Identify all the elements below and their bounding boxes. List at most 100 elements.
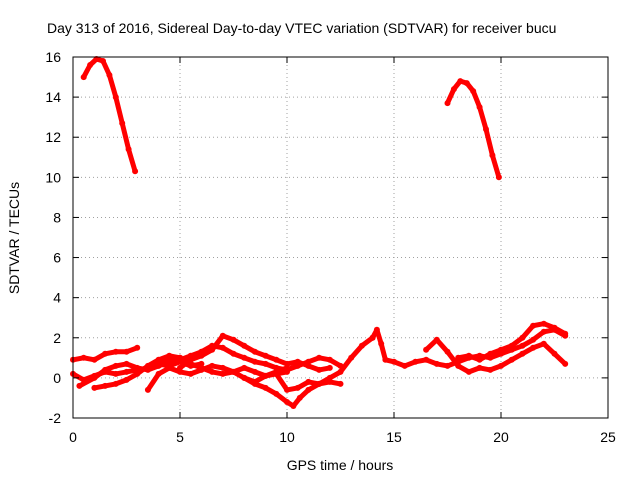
data-point (80, 354, 87, 361)
data-point (382, 356, 389, 363)
data-point (262, 372, 269, 379)
data-point (450, 86, 457, 93)
data-point (412, 358, 419, 365)
data-point (483, 126, 489, 133)
data-point (369, 334, 376, 341)
data-point (519, 342, 526, 349)
data-point (457, 78, 464, 85)
series-arc-2 (445, 78, 502, 180)
y-tick-label: 2 (53, 330, 61, 346)
data-point (262, 352, 269, 359)
data-point (198, 366, 205, 373)
data-point (498, 362, 504, 369)
data-point (476, 104, 483, 111)
y-tick-label: 14 (45, 89, 61, 105)
data-point (241, 364, 248, 371)
data-point (273, 390, 280, 397)
x-axis-label: GPS time / hours (287, 457, 394, 473)
data-point (241, 342, 248, 349)
data-point (476, 364, 483, 371)
data-point (106, 72, 113, 78)
data-point (487, 366, 494, 373)
data-point (166, 354, 173, 361)
data-point (209, 368, 216, 375)
data-point (284, 386, 290, 393)
data-point (155, 370, 162, 377)
data-point (251, 380, 258, 387)
data-point (508, 342, 515, 349)
data-point (378, 340, 385, 347)
data-point (444, 362, 451, 369)
data-point (134, 364, 141, 371)
data-point (540, 328, 547, 335)
data-point (284, 399, 290, 405)
data-point (262, 384, 269, 391)
data-point (87, 62, 94, 68)
x-tick-label: 20 (493, 429, 509, 445)
data-point (187, 370, 194, 377)
data-point (187, 356, 194, 363)
data-point (219, 344, 226, 351)
data-point (219, 370, 226, 377)
x-tick-label: 5 (176, 429, 184, 445)
data-point (134, 344, 141, 351)
data-point (423, 356, 430, 363)
data-point (91, 384, 98, 391)
data-point (177, 356, 183, 363)
data-point (125, 146, 132, 153)
data-point (230, 336, 237, 343)
data-point (305, 378, 312, 385)
y-tick-label: -2 (49, 410, 62, 426)
data-point (551, 324, 558, 331)
data-point (219, 364, 226, 371)
y-axis-label: SDTVAR / TECUs (6, 182, 22, 294)
data-point (119, 120, 126, 127)
data-point (80, 74, 87, 81)
data-point (540, 320, 547, 327)
data-point (444, 348, 451, 355)
data-point (433, 360, 440, 367)
y-tick-label: 8 (53, 209, 61, 225)
series-layer (70, 56, 569, 409)
y-tick-label: 10 (45, 169, 61, 185)
data-point (155, 358, 162, 365)
data-point (465, 352, 472, 359)
y-tick-label: 0 (53, 370, 61, 386)
data-point (166, 364, 173, 371)
data-point (100, 58, 106, 64)
data-point (358, 342, 365, 349)
data-point (198, 352, 205, 359)
y-tick-label: 16 (45, 49, 61, 65)
data-point (123, 368, 130, 375)
data-point (562, 330, 569, 337)
data-point (273, 370, 280, 377)
data-point (112, 370, 119, 377)
data-point (112, 380, 119, 387)
y-tick-label: 6 (53, 250, 61, 266)
data-point (433, 336, 440, 343)
data-point (540, 340, 547, 347)
data-point (316, 354, 323, 361)
data-point (262, 360, 269, 367)
data-point (530, 322, 537, 329)
data-point (498, 346, 504, 353)
data-point (219, 332, 226, 339)
data-point (241, 374, 248, 381)
data-point (273, 356, 280, 363)
data-point (495, 174, 502, 181)
data-point (209, 346, 216, 353)
data-point (316, 366, 323, 373)
x-tick-label: 25 (600, 429, 616, 445)
data-point (551, 350, 558, 357)
data-point (316, 380, 323, 387)
data-point (123, 360, 130, 367)
data-point (134, 370, 141, 377)
data-point (294, 384, 301, 391)
data-point (305, 386, 312, 393)
data-point (284, 360, 290, 367)
data-point (326, 378, 333, 385)
data-point (294, 358, 301, 365)
data-point (155, 362, 162, 369)
data-point (230, 350, 237, 357)
data-point (391, 358, 397, 365)
